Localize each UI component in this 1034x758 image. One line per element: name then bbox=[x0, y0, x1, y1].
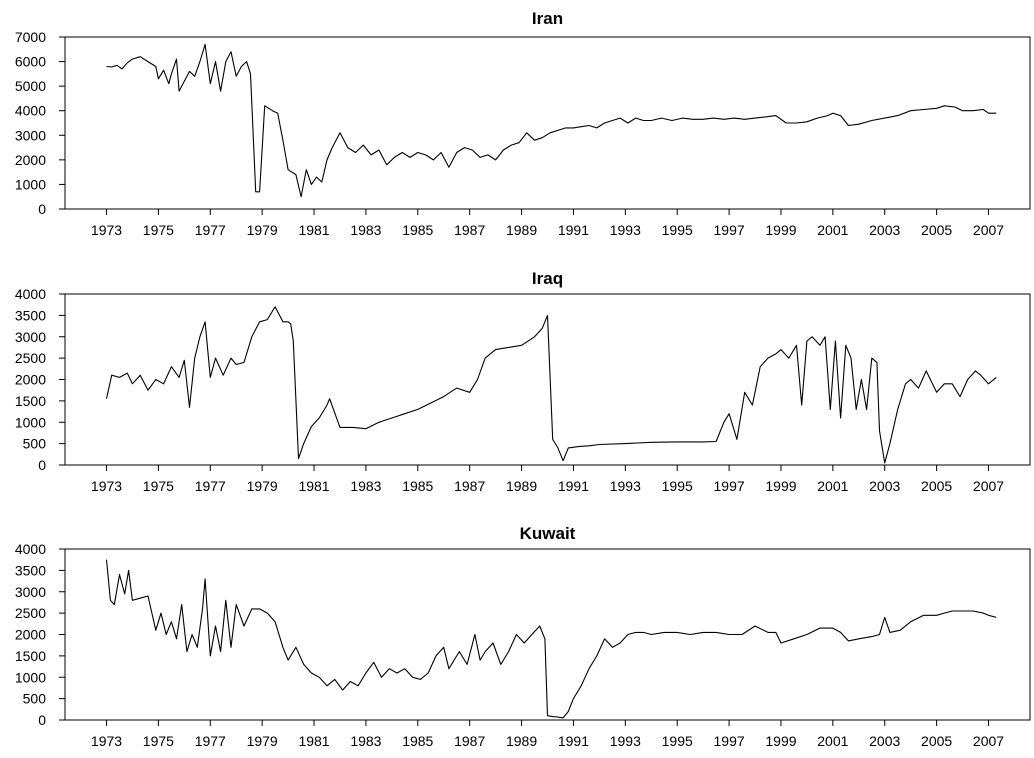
x-tick-label: 1989 bbox=[506, 478, 537, 494]
x-tick-label: 1987 bbox=[454, 478, 485, 494]
x-tick-label: 1991 bbox=[558, 478, 589, 494]
x-tick-label: 1999 bbox=[765, 478, 796, 494]
y-tick-label: 5000 bbox=[15, 78, 46, 94]
x-tick-label: 1979 bbox=[247, 222, 278, 238]
x-tick-label: 2003 bbox=[869, 733, 900, 749]
plot-frame bbox=[64, 548, 1031, 721]
x-tick-label: 1997 bbox=[714, 222, 745, 238]
series-line-iraq bbox=[105, 306, 997, 464]
y-tick-label: 2000 bbox=[15, 152, 46, 168]
y-tick-label: 2000 bbox=[15, 627, 46, 643]
x-tick-label: 1985 bbox=[402, 733, 433, 749]
x-tick-label: 1997 bbox=[714, 478, 745, 494]
y-tick-label: 1000 bbox=[15, 176, 46, 192]
x-tick-label: 1993 bbox=[610, 222, 641, 238]
y-tick-label: 4000 bbox=[15, 103, 46, 119]
x-tick-label: 1991 bbox=[558, 222, 589, 238]
x-tick-label: 2007 bbox=[973, 733, 1004, 749]
panel-title: Iran bbox=[532, 9, 563, 28]
x-tick-label: 1999 bbox=[765, 222, 796, 238]
x-tick-label: 1993 bbox=[610, 478, 641, 494]
x-tick-label: 1975 bbox=[143, 222, 174, 238]
x-tick-label: 1997 bbox=[714, 733, 745, 749]
x-tick-label: 2001 bbox=[817, 733, 848, 749]
x-tick-label: 1991 bbox=[558, 733, 589, 749]
x-tick-label: 1973 bbox=[91, 733, 122, 749]
y-tick-label: 1500 bbox=[15, 393, 46, 409]
y-tick-label: 4000 bbox=[15, 541, 46, 557]
series-line-iran bbox=[106, 43, 997, 198]
x-tick-label: 1987 bbox=[454, 733, 485, 749]
y-tick-label: 500 bbox=[23, 691, 47, 707]
x-tick-label: 1995 bbox=[662, 478, 693, 494]
x-tick-label: 2003 bbox=[869, 222, 900, 238]
panel-iran: Iran 0 1000 2000 3000 4000 5000 6000 7000 1973 197… bbox=[15, 9, 1031, 238]
y-tick-label: 3000 bbox=[15, 127, 46, 143]
x-tick-label: 1993 bbox=[610, 733, 641, 749]
y-tick-label: 3500 bbox=[15, 562, 46, 578]
plot-frame bbox=[64, 36, 1031, 210]
panel-title: Iraq bbox=[532, 269, 563, 288]
x-tick-label: 2003 bbox=[869, 478, 900, 494]
y-tick-label: 3500 bbox=[15, 307, 46, 323]
x-tick-label: 2005 bbox=[921, 222, 952, 238]
x-tick-label: 2001 bbox=[817, 478, 848, 494]
x-tick-label: 2007 bbox=[973, 222, 1004, 238]
panel-title: Kuwait bbox=[520, 524, 576, 543]
x-tick-label: 1987 bbox=[454, 222, 485, 238]
x-tick-label: 1981 bbox=[298, 222, 329, 238]
y-tick-label: 1000 bbox=[15, 669, 46, 685]
y-tick-label: 2500 bbox=[15, 605, 46, 621]
x-tick-label: 2005 bbox=[921, 733, 952, 749]
y-tick-label: 2000 bbox=[15, 372, 46, 388]
x-tick-label: 1989 bbox=[506, 222, 537, 238]
x-tick-label: 1979 bbox=[247, 733, 278, 749]
x-tick-label: 1973 bbox=[91, 478, 122, 494]
y-tick-label: 4000 bbox=[15, 286, 46, 302]
x-tick-label: 1995 bbox=[662, 733, 693, 749]
y-tick-label: 500 bbox=[23, 436, 47, 452]
x-tick-label: 1999 bbox=[765, 733, 796, 749]
y-tick-label: 7000 bbox=[15, 29, 46, 45]
x-tick-label: 1977 bbox=[195, 222, 226, 238]
x-tick-label: 1981 bbox=[298, 478, 329, 494]
x-tick-label: 1985 bbox=[402, 478, 433, 494]
panel-iraq: Iraq 0 500 1000 1500 2000 2500 3000 3500 4000 1973… bbox=[15, 269, 1031, 494]
x-tick-label: 1975 bbox=[143, 733, 174, 749]
y-tick-label: 0 bbox=[38, 201, 46, 217]
series-line-kuwait bbox=[105, 559, 997, 719]
y-tick-label: 3000 bbox=[15, 329, 46, 345]
y-tick-label: 2500 bbox=[15, 350, 46, 366]
x-tick-label: 1977 bbox=[195, 478, 226, 494]
x-tick-label: 1983 bbox=[350, 222, 381, 238]
y-tick-label: 1000 bbox=[15, 414, 46, 430]
x-tick-label: 1983 bbox=[350, 733, 381, 749]
y-tick-label: 6000 bbox=[15, 54, 46, 70]
y-tick-label: 0 bbox=[38, 712, 46, 728]
x-tick-label: 2007 bbox=[973, 478, 1004, 494]
x-tick-label: 2005 bbox=[921, 478, 952, 494]
x-tick-label: 1981 bbox=[298, 733, 329, 749]
y-tick-label: 1500 bbox=[15, 648, 46, 664]
x-tick-label: 1977 bbox=[195, 733, 226, 749]
panel-kuwait: Kuwait 0 500 1000 1500 2000 2500 3000 3500 4000 19… bbox=[15, 524, 1031, 749]
x-tick-label: 1985 bbox=[402, 222, 433, 238]
x-tick-label: 2001 bbox=[817, 222, 848, 238]
x-tick-label: 1979 bbox=[247, 478, 278, 494]
x-tick-label: 1983 bbox=[350, 478, 381, 494]
x-tick-label: 1973 bbox=[91, 222, 122, 238]
y-tick-label: 3000 bbox=[15, 584, 46, 600]
y-tick-label: 0 bbox=[38, 457, 46, 473]
x-tick-label: 1995 bbox=[662, 222, 693, 238]
x-tick-label: 1989 bbox=[506, 733, 537, 749]
x-tick-label: 1975 bbox=[143, 478, 174, 494]
